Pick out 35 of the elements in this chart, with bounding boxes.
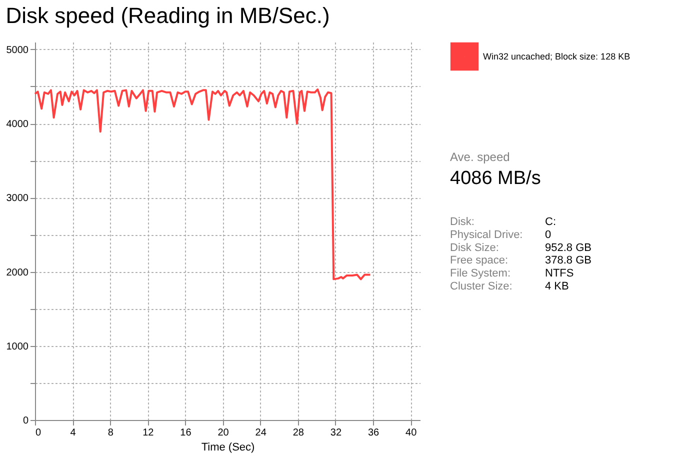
x-tick-label: 16 — [180, 428, 192, 438]
chart-title: Disk speed (Reading in MB/Sec.) — [6, 3, 330, 28]
x-tick-label: 40 — [406, 428, 418, 438]
x-tick-label: 28 — [292, 428, 304, 438]
y-tick-label: 3000 — [6, 193, 29, 204]
x-tick-label: 24 — [255, 428, 267, 438]
text: NTFS — [545, 268, 574, 280]
text: 4086 MB/s — [450, 168, 541, 189]
y-tick-label: 0 — [22, 416, 29, 426]
text: Ave. speed — [450, 150, 510, 164]
text: C: — [545, 216, 556, 228]
x-tick-label: 8 — [108, 428, 114, 438]
y-tick-label: 5000 — [6, 44, 29, 56]
line-series — [34, 88, 372, 280]
text: 952.8 GB — [545, 242, 592, 254]
text: Physical Drive: — [450, 228, 523, 241]
text: Disk Size: — [450, 242, 499, 254]
text: Free space: — [450, 254, 508, 267]
x-tick-label: 4 — [70, 428, 76, 438]
legend-label: Win32 uncached; Block size: 128 KB — [483, 52, 630, 62]
text: 0 — [545, 228, 552, 241]
x-tick-label: 12 — [142, 428, 154, 438]
y-tick-label: 4000 — [6, 119, 29, 130]
x-tick-label: 32 — [330, 428, 342, 438]
text: 4 KB — [545, 280, 569, 292]
text: Disk: — [450, 216, 474, 228]
text: File System: — [450, 268, 511, 280]
x-axis-title: Time (Sec) — [201, 442, 255, 454]
text: Cluster Size: — [450, 280, 512, 292]
x-tick-label: 20 — [218, 428, 230, 438]
text: 378.8 GB — [545, 254, 592, 267]
x-tick-label: 0 — [36, 428, 42, 438]
x-tick-label: 36 — [368, 428, 380, 438]
y-tick-label: 1000 — [6, 341, 29, 352]
y-tick-label: 2000 — [6, 267, 29, 278]
